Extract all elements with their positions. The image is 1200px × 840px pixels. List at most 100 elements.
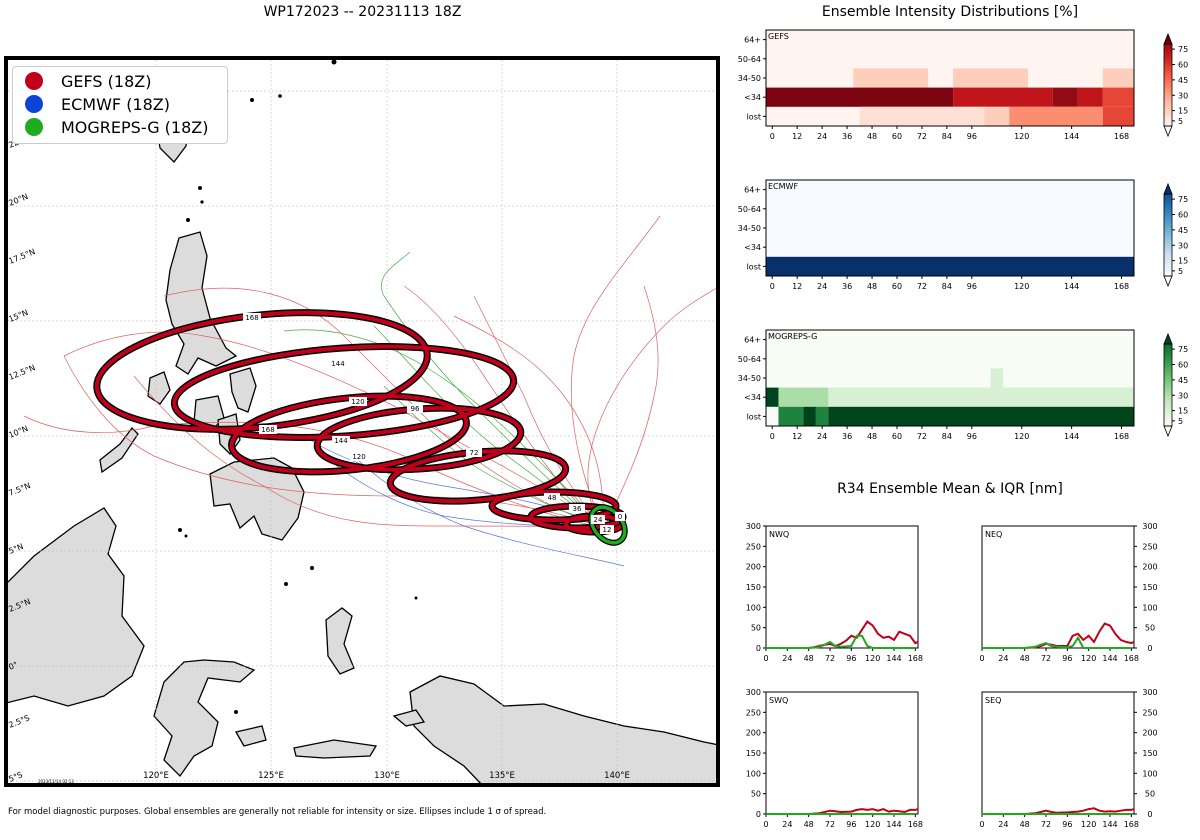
x-tick-label: 96 bbox=[846, 654, 856, 663]
x-tick-label: 48 bbox=[867, 282, 877, 291]
colorbar-extend-min bbox=[1163, 425, 1173, 438]
chart-title: SWQ bbox=[769, 696, 788, 705]
colorbar-segment bbox=[1164, 363, 1172, 366]
x-tick-label: 168 bbox=[1124, 820, 1139, 829]
colorbar-segment bbox=[1164, 204, 1172, 208]
y-tick-label: <34 bbox=[744, 243, 761, 252]
heatmap-cell bbox=[828, 387, 1134, 407]
heatmap-cell bbox=[1077, 87, 1103, 107]
x-tick-label: 0 bbox=[763, 820, 768, 829]
heatmap-cell bbox=[859, 106, 985, 126]
colorbar-segment bbox=[1164, 50, 1172, 54]
svg-text:96: 96 bbox=[411, 405, 420, 413]
colorbar-segment bbox=[1164, 209, 1172, 212]
ellipse-label: 0 bbox=[615, 512, 625, 521]
svg-text:168: 168 bbox=[245, 314, 258, 322]
ecmwf-marker-icon bbox=[25, 95, 43, 113]
colorbar-tick-label: 45 bbox=[1178, 76, 1188, 85]
y-tick-label: 64+ bbox=[744, 36, 761, 45]
y-tick-label: 300 bbox=[1142, 688, 1157, 697]
legend-label: MOGREPS-G (18Z) bbox=[61, 117, 209, 137]
heatmap-cell bbox=[778, 387, 829, 407]
colorbar-segment bbox=[1164, 65, 1172, 68]
colorbar-extend-max bbox=[1163, 182, 1173, 195]
ellipse-label: 12 bbox=[600, 525, 614, 534]
x-tick-label: 144 bbox=[1102, 820, 1117, 829]
plot-frame bbox=[765, 691, 919, 815]
x-tick-label: 144 bbox=[886, 820, 901, 829]
colorbar-segment bbox=[1164, 89, 1172, 93]
colorbar-tick-label: 75 bbox=[1178, 45, 1188, 54]
land-samar bbox=[229, 367, 257, 413]
colorbar-segment bbox=[1164, 114, 1172, 118]
colorbar-segment bbox=[1164, 225, 1172, 229]
x-tick-label: 72 bbox=[1041, 820, 1051, 829]
r34-title: R34 Ensemble Mean & IQR [nm] bbox=[837, 481, 1063, 497]
y-tick-label: 64+ bbox=[744, 336, 761, 345]
colorbar-segment bbox=[1164, 71, 1172, 75]
x-tick-label: 168 bbox=[908, 820, 923, 829]
plot-frame bbox=[981, 691, 1135, 815]
x-tick-label: 24 bbox=[998, 820, 1008, 829]
colorbar-segment bbox=[1164, 381, 1172, 385]
svg-text:168: 168 bbox=[261, 426, 274, 434]
x-tick-label: 120 bbox=[1081, 820, 1096, 829]
x-tick-label: 120 bbox=[1081, 654, 1096, 663]
y-tick-label: 0 bbox=[1147, 644, 1152, 653]
chart-title: NEQ bbox=[985, 530, 1002, 539]
colorbar-segment bbox=[1164, 264, 1172, 268]
x-tick-label: 12 bbox=[792, 282, 802, 291]
y-tick-label: 34-50 bbox=[738, 374, 761, 383]
colorbar-segment bbox=[1164, 211, 1172, 214]
heatmap-cell bbox=[803, 406, 816, 426]
land-new-guinea bbox=[409, 675, 720, 787]
heatmap-cell bbox=[766, 387, 779, 407]
x-tick-label: 24 bbox=[782, 820, 792, 829]
land-seram bbox=[293, 739, 378, 759]
colorbar-tick-label: 60 bbox=[1178, 61, 1188, 70]
colorbar-segment bbox=[1164, 75, 1172, 79]
x-tick-label: 12 bbox=[792, 132, 802, 141]
y-tick-label: 250 bbox=[746, 542, 761, 551]
x-tick-label: 144 bbox=[1064, 282, 1079, 291]
colorbar-segment bbox=[1164, 270, 1172, 274]
colorbar-segment bbox=[1164, 268, 1172, 272]
lon-label: 125°E bbox=[258, 771, 284, 781]
r34-nwq-chart: NWQ 0 50 100 150 200 250 300 0 24 48 72 96 120 144 168 bbox=[746, 522, 923, 663]
y-tick-label: lost bbox=[747, 112, 761, 121]
colorbar-segment bbox=[1164, 221, 1172, 225]
colorbar-segment bbox=[1164, 418, 1172, 422]
ellipse-label: 144 bbox=[332, 436, 350, 445]
colorbar-segment bbox=[1164, 120, 1172, 124]
colorbar-segment bbox=[1164, 112, 1172, 116]
colorbar-segment bbox=[1164, 104, 1172, 107]
plot-frame bbox=[981, 525, 1135, 649]
y-tick-label: 50-64 bbox=[738, 205, 761, 214]
svg-text:72: 72 bbox=[470, 449, 479, 457]
x-tick-label: 0 bbox=[770, 432, 775, 441]
colorbar-tick-label: 30 bbox=[1178, 241, 1188, 250]
legend-label: ECMWF (18Z) bbox=[61, 94, 170, 114]
colorbar-segment bbox=[1164, 116, 1172, 120]
y-tick-label: 300 bbox=[746, 522, 761, 531]
colorbar-tick-label: 75 bbox=[1178, 195, 1188, 204]
colorbar-segment bbox=[1164, 227, 1172, 231]
colorbar-segment bbox=[1164, 194, 1172, 198]
land-sulawesi bbox=[153, 659, 256, 778]
x-tick-label: 48 bbox=[804, 654, 814, 663]
y-tick-label: 200 bbox=[746, 563, 761, 572]
colorbar-segment bbox=[1164, 385, 1172, 389]
svg-text:144: 144 bbox=[331, 360, 345, 368]
gefs-intensity-heatmap: GEFS 64+ 50-64 34-50 <34 lost 0 12 24 36 48 60 72 84 9… bbox=[738, 29, 1188, 141]
colorbar-segment bbox=[1164, 63, 1172, 66]
colorbar-segment bbox=[1164, 231, 1172, 235]
colorbar-segment bbox=[1164, 272, 1172, 276]
y-tick-label: 150 bbox=[746, 583, 761, 592]
x-tick-label: 168 bbox=[908, 654, 923, 663]
x-tick-label: 96 bbox=[846, 820, 856, 829]
y-tick-label: 34-50 bbox=[738, 224, 761, 233]
colorbar-tick-label: 30 bbox=[1178, 391, 1188, 400]
x-tick-label: 96 bbox=[967, 282, 977, 291]
x-tick-label: 60 bbox=[892, 282, 902, 291]
x-tick-label: 0 bbox=[770, 132, 775, 141]
